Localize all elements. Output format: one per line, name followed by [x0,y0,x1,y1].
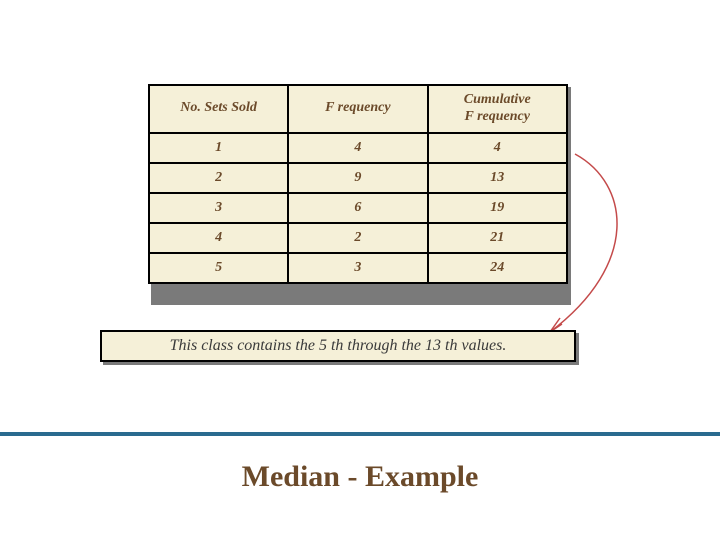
cell-cum: 19 [428,193,568,223]
cell-freq: 6 [288,193,427,223]
cell-sets: 2 [149,163,288,193]
cell-cum: 13 [428,163,568,193]
caption-box: This class contains the 5 th through the… [100,330,576,362]
table-row: 4 2 21 [149,223,567,253]
frequency-table: No. Sets Sold F requency Cumulative F re… [148,84,568,284]
cell-freq: 2 [288,223,427,253]
header-cumulative-line1: Cumulative [464,92,531,107]
cell-cum: 21 [428,223,568,253]
table-row: 5 3 24 [149,253,567,283]
header-cumulative: Cumulative F requency [428,85,568,133]
cell-sets: 3 [149,193,288,223]
cell-cum: 24 [428,253,568,283]
header-sets-sold: No. Sets Sold [149,85,288,133]
cell-freq: 4 [288,133,427,163]
page-title: Median - Example [0,460,720,494]
horizontal-divider [0,432,720,436]
frequency-table-container: No. Sets Sold F requency Cumulative F re… [148,84,568,284]
header-frequency: F requency [288,85,427,133]
cell-freq: 3 [288,253,427,283]
table-row: 2 9 13 [149,163,567,193]
header-cumulative-line2: F requency [465,109,530,124]
cell-sets: 4 [149,223,288,253]
table-body: 1 4 4 2 9 13 3 6 19 4 2 21 5 3 2 [149,133,567,283]
cell-freq: 9 [288,163,427,193]
caption-container: This class contains the 5 th through the… [100,330,576,362]
table-header-row: No. Sets Sold F requency Cumulative F re… [149,85,567,133]
cell-sets: 1 [149,133,288,163]
table-row: 3 6 19 [149,193,567,223]
cell-cum: 4 [428,133,568,163]
table-row: 1 4 4 [149,133,567,163]
cell-sets: 5 [149,253,288,283]
